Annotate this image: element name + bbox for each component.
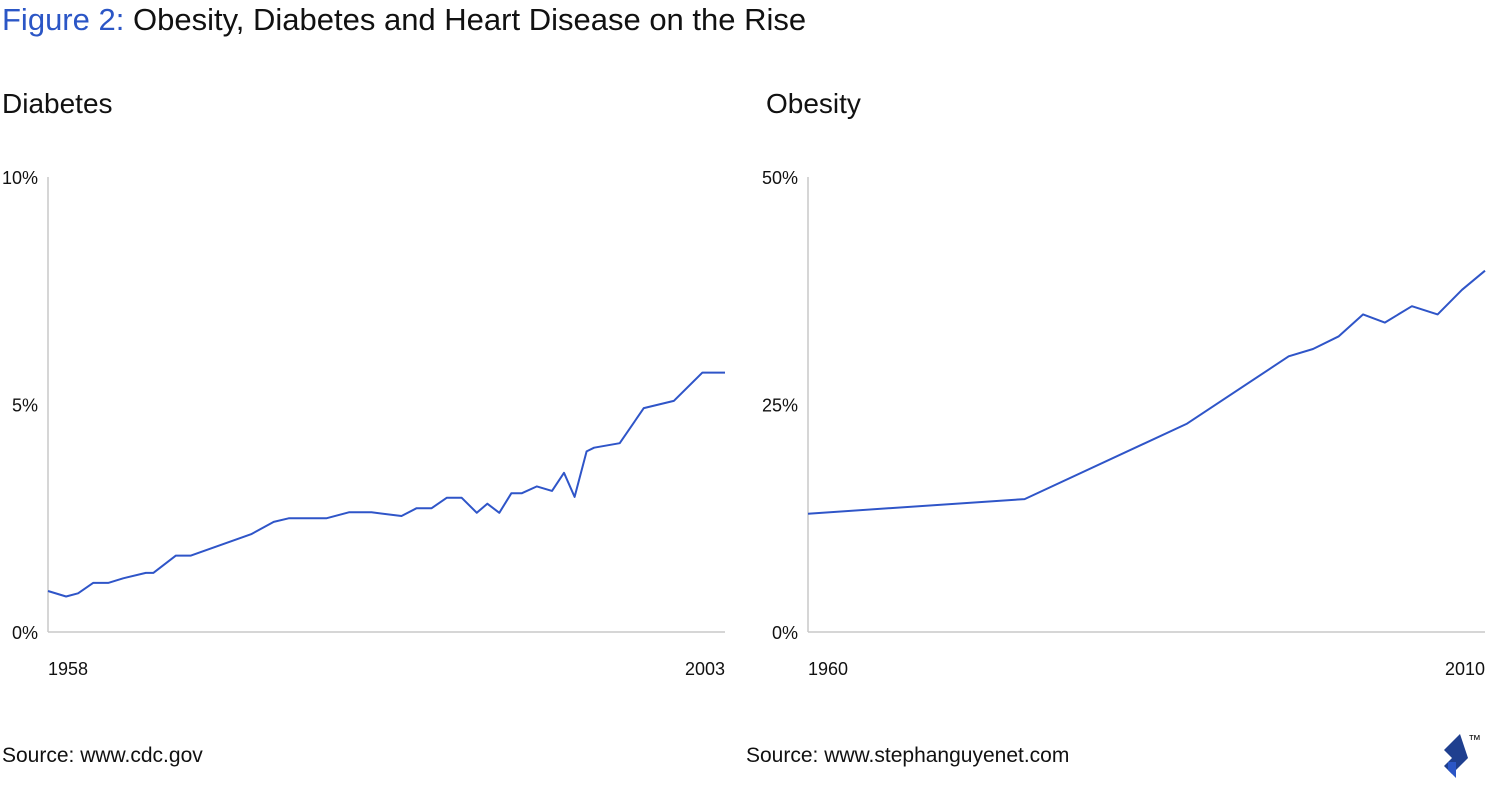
diabetes-source: Source: www.cdc.gov <box>2 744 203 767</box>
figure-title-prefix: Figure 2: <box>2 2 125 37</box>
obesity-series-line <box>807 269 1486 515</box>
diabetes-x-tick-label: 1958 <box>48 659 88 679</box>
figure-title-text: Obesity, Diabetes and Heart Disease on t… <box>132 2 807 37</box>
diabetes-series-line <box>47 371 725 598</box>
diabetes-chart-title: Diabetes <box>2 88 113 119</box>
obesity-source: Source: www.stephanguyenet.com <box>746 744 1070 767</box>
obesity-y-tick-label: 0% <box>772 623 798 643</box>
diabetes-y-tick-label: 10% <box>2 168 38 188</box>
diabetes-x-tick-label: 2003 <box>685 659 725 679</box>
trademark-mark: ™ <box>1468 732 1481 747</box>
figure-title: Figure 2: Obesity, Diabetes and Heart Di… <box>2 2 806 38</box>
obesity-y-tick-label: 25% <box>762 395 798 415</box>
toptal-logo: ™ <box>1434 732 1488 787</box>
diabetes-y-tick-label: 0% <box>12 623 38 643</box>
obesity-x-tick-label: 1960 <box>808 659 848 679</box>
diabetes-y-tick-label: 5% <box>12 395 38 415</box>
obesity-x-tick-label: 2010 <box>1445 659 1485 679</box>
obesity-y-tick-label: 50% <box>762 168 798 188</box>
obesity-chart-title: Obesity <box>766 88 861 119</box>
toptal-logo-icon: ™ <box>1444 732 1481 778</box>
